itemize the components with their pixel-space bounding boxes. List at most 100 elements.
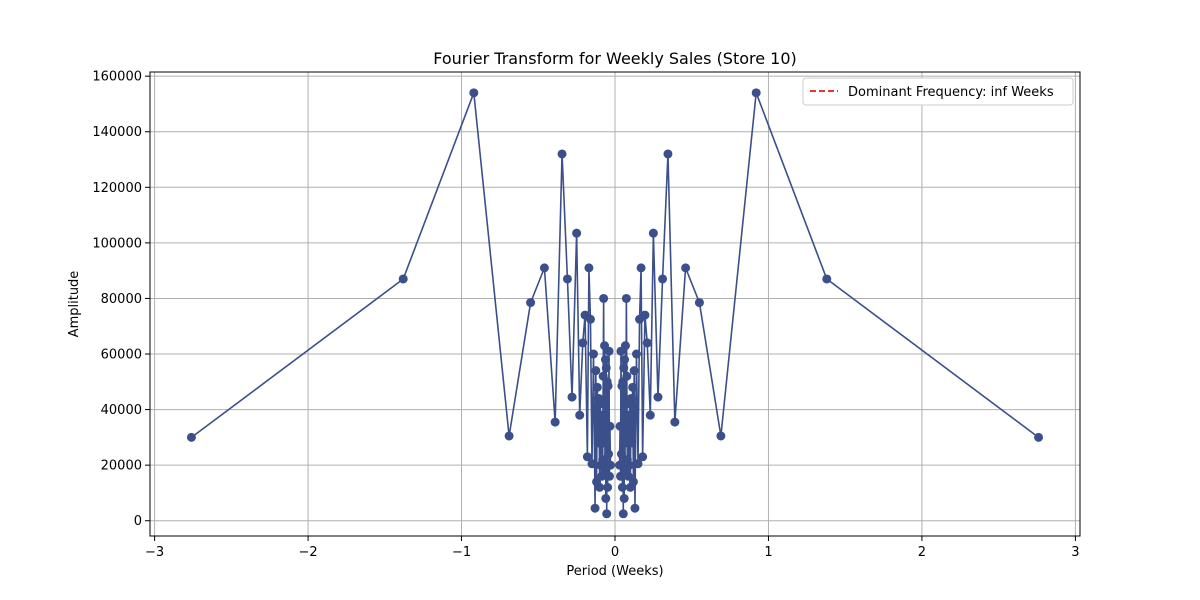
data-point	[615, 421, 625, 431]
y-tick-label: 140000	[92, 125, 142, 140]
data-point	[595, 482, 605, 492]
data-point	[186, 432, 196, 442]
data-point	[603, 482, 613, 492]
data-point	[398, 274, 408, 284]
data-point	[550, 417, 560, 427]
data-point	[578, 338, 588, 348]
data-point	[694, 298, 704, 308]
data-point	[642, 338, 652, 348]
data-point	[504, 431, 514, 441]
data-point	[603, 381, 613, 391]
x-tick-label: −3	[145, 545, 164, 560]
data-point	[653, 392, 663, 402]
data-point	[604, 471, 614, 481]
x-tick-label: 3	[1071, 545, 1079, 560]
data-point	[602, 509, 612, 519]
data-point	[600, 355, 610, 365]
data-point	[599, 293, 609, 303]
data-point	[585, 314, 595, 324]
data-point	[605, 421, 615, 431]
series-polyline	[190, 92, 1040, 515]
data-point	[648, 228, 658, 238]
y-tick-label: 40000	[101, 403, 142, 418]
series-line	[190, 92, 1040, 515]
legend: Dominant Frequency: inf Weeks	[802, 77, 1074, 106]
y-tick-label: 160000	[92, 70, 142, 85]
data-point	[582, 452, 592, 462]
data-point	[663, 149, 673, 159]
data-point	[557, 149, 567, 159]
data-point	[539, 263, 549, 273]
data-point	[1034, 432, 1044, 442]
data-point	[627, 438, 637, 448]
series-markers	[186, 88, 1044, 519]
y-tick-label: 60000	[101, 348, 142, 363]
data-point	[638, 452, 648, 462]
y-axis-label: Amplitude	[67, 271, 82, 338]
x-tick-label: −1	[452, 545, 471, 560]
data-point	[626, 393, 636, 403]
data-point	[575, 410, 585, 420]
data-point	[590, 503, 600, 513]
data-point	[619, 493, 629, 503]
data-point	[597, 416, 607, 426]
data-point	[633, 459, 643, 469]
data-point	[605, 460, 615, 470]
data-point	[640, 310, 650, 320]
y-ticks: 0 20000 40000 60000 80000 100000 120000 140000 1…	[92, 70, 150, 529]
x-tick-label: 1	[764, 545, 772, 560]
data-point	[645, 410, 655, 420]
y-tick-label: 20000	[101, 459, 142, 474]
y-tick-label: 100000	[92, 236, 142, 251]
data-point	[624, 460, 634, 470]
data-point	[822, 274, 832, 284]
data-point	[620, 355, 630, 365]
data-point	[616, 449, 626, 459]
data-point	[619, 363, 629, 373]
data-point	[630, 503, 640, 513]
data-point	[526, 298, 536, 308]
data-point	[631, 349, 641, 359]
data-point	[670, 417, 680, 427]
y-tick-label: 80000	[101, 292, 142, 307]
data-point	[628, 477, 638, 487]
chart-title: Fourier Transform for Weekly Sales (Stor…	[433, 49, 797, 68]
x-axis-label: Period (Weeks)	[566, 564, 663, 579]
data-point	[587, 459, 597, 469]
data-point	[681, 263, 691, 273]
data-point	[628, 382, 638, 392]
data-point	[618, 509, 628, 519]
data-point	[636, 263, 646, 273]
x-tick-label: −2	[298, 545, 317, 560]
data-point	[572, 228, 582, 238]
data-point	[469, 88, 479, 98]
data-point	[567, 392, 577, 402]
data-point	[604, 346, 614, 356]
data-point	[591, 366, 601, 376]
data-point	[629, 366, 639, 376]
data-point	[598, 455, 608, 465]
data-point	[617, 482, 627, 492]
data-point	[751, 88, 761, 98]
data-point	[621, 293, 631, 303]
x-tick-label: 2	[918, 545, 926, 560]
data-point	[601, 493, 611, 503]
data-point	[615, 460, 625, 470]
y-tick-label: 120000	[92, 181, 142, 196]
grid-lines	[150, 72, 1080, 536]
data-point	[584, 263, 594, 273]
data-point	[592, 382, 602, 392]
data-point	[604, 449, 614, 459]
data-point	[622, 371, 632, 381]
data-point	[599, 438, 609, 448]
data-point	[624, 410, 634, 420]
legend-label: Dominant Frequency: inf Weeks	[848, 85, 1054, 100]
data-point	[595, 399, 605, 409]
data-point	[716, 431, 726, 441]
data-point	[620, 341, 630, 351]
y-tick-label: 0	[134, 514, 142, 529]
data-point	[562, 274, 572, 284]
x-ticks: −3 −2 −1 0 1 2 3	[145, 536, 1080, 560]
x-tick-label: 0	[611, 545, 619, 560]
